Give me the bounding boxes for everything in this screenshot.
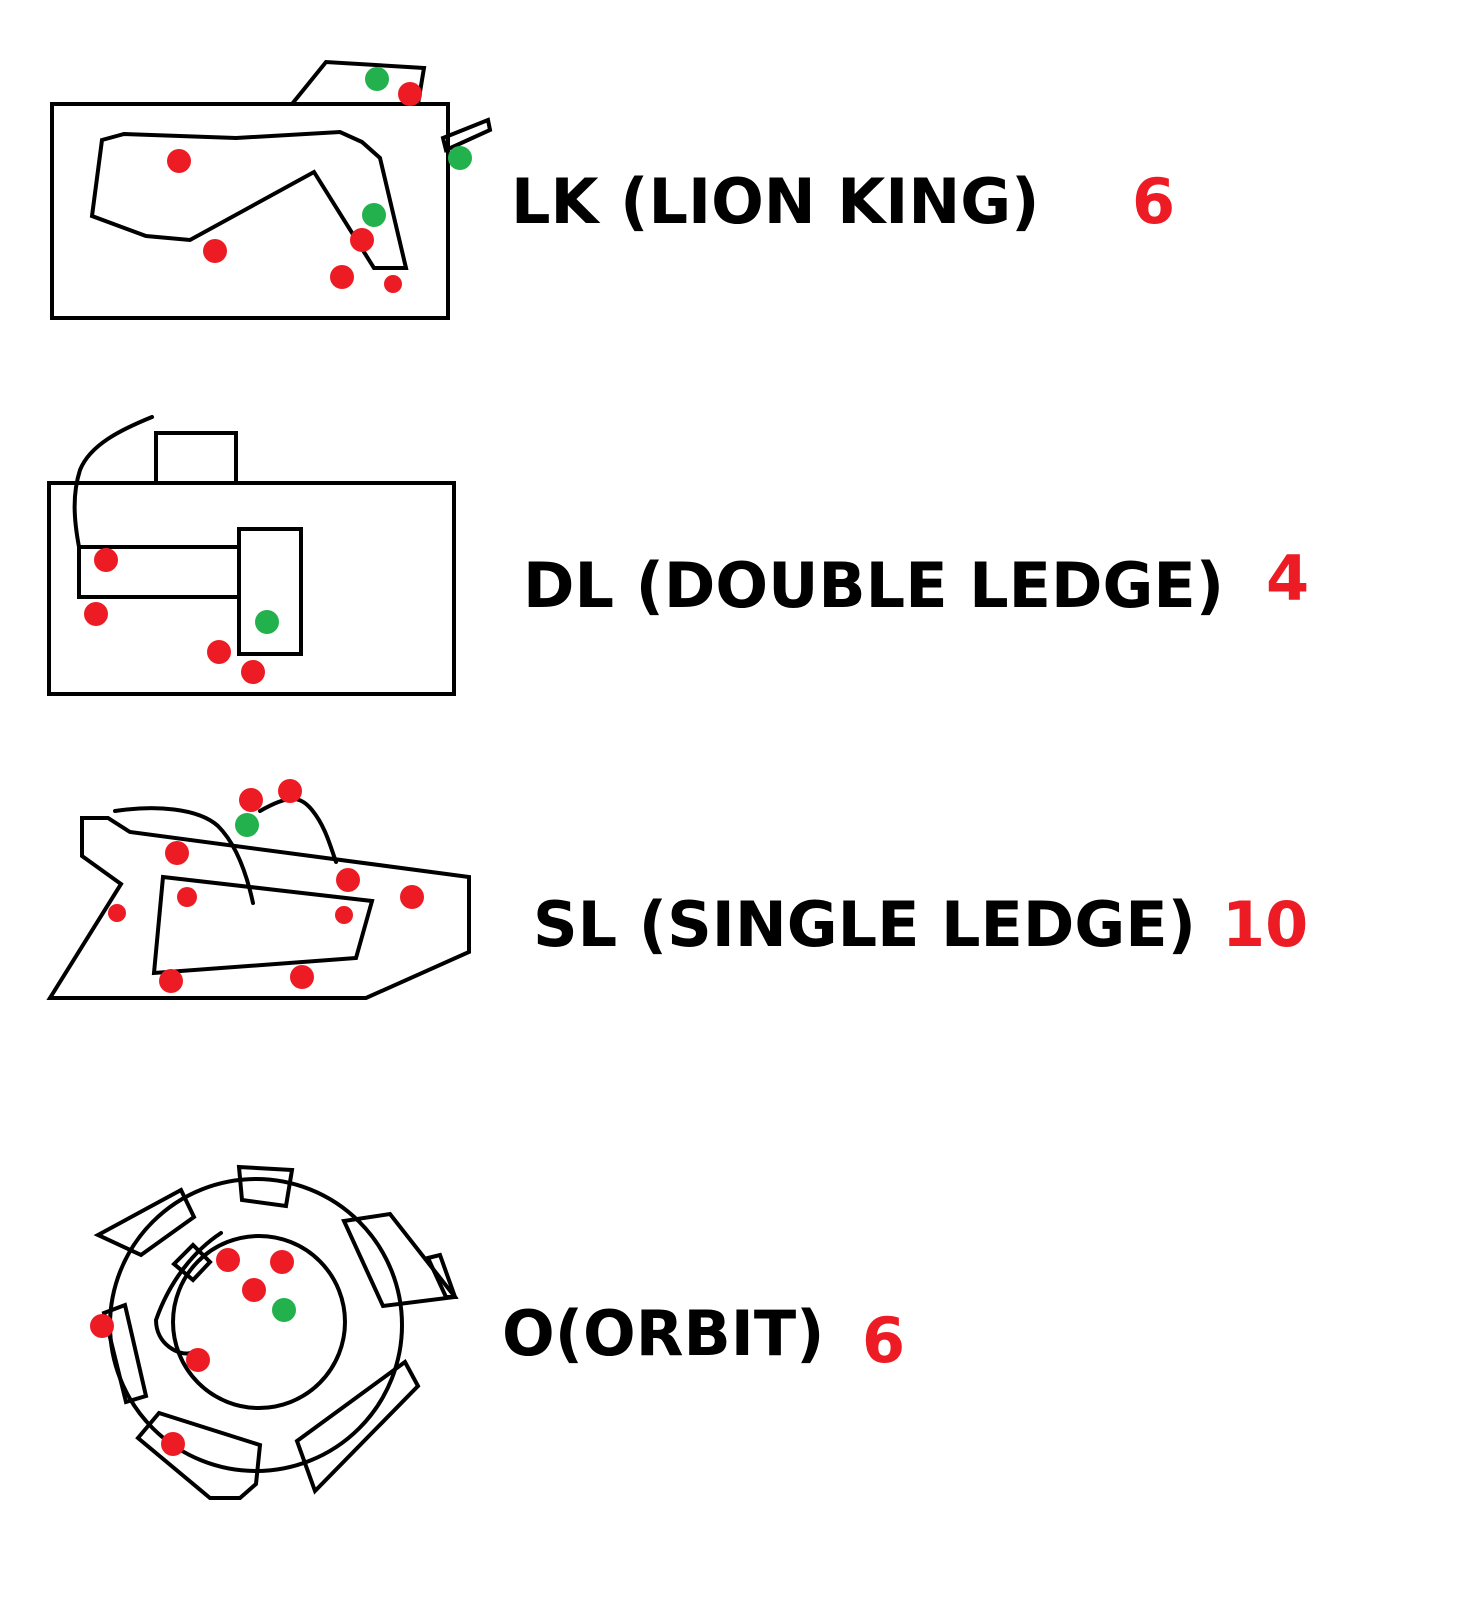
sl-arch-left — [113, 806, 255, 905]
map-code: O — [502, 1297, 555, 1370]
sl-single-ledge — [151, 874, 375, 976]
o-bottom-right-platform — [294, 1359, 421, 1495]
o-left-platform — [101, 1302, 149, 1405]
map-name: (LION KING) — [620, 165, 1040, 238]
sl-red-dot — [108, 904, 126, 922]
lk-red-dot — [350, 228, 374, 252]
lk-red-dot — [167, 149, 191, 173]
sl-red-dot — [400, 885, 424, 909]
o-top-left-platform — [93, 1187, 197, 1258]
lk-red-dot — [203, 239, 227, 263]
lk-red-dot — [384, 275, 402, 293]
dl-top-platform — [154, 431, 238, 485]
lk-center-structure — [89, 129, 409, 270]
lk-green-dot — [362, 203, 386, 227]
map-name: (ORBIT) — [554, 1297, 825, 1370]
sl-red-dot — [177, 887, 197, 907]
sl-arch-right — [258, 796, 338, 864]
dl-red-dot — [241, 660, 265, 684]
dl-climb-line — [72, 415, 154, 549]
map-code: LK — [511, 165, 599, 238]
map-code: DL — [523, 549, 614, 622]
map-sketch-sl — [46, 779, 471, 1000]
map-code: SL — [533, 888, 618, 961]
lk-green-dot — [365, 67, 389, 91]
o-top-platform — [236, 1164, 295, 1209]
map-label-o: O(ORBIT) — [502, 1303, 824, 1365]
o-outer-ring — [108, 1177, 404, 1473]
lk-side-platform — [440, 117, 493, 153]
o-red-dot — [216, 1248, 240, 1272]
sl-red-dot — [336, 868, 360, 892]
lk-red-dot — [330, 265, 354, 289]
map-count-lk: 6 — [1132, 165, 1176, 238]
dl-spawn-dots — [84, 548, 279, 684]
sl-red-dot — [159, 969, 183, 993]
o-inner-ring — [171, 1234, 347, 1410]
dl-red-dot — [207, 640, 231, 664]
map-sketch-lk — [50, 59, 493, 320]
sl-green-dot — [235, 813, 259, 837]
sl-red-dot — [278, 779, 302, 803]
o-inner-arc — [153, 1231, 223, 1356]
lk-spawn-dots — [167, 67, 472, 293]
dl-arena-outline — [47, 481, 456, 696]
map-name: (SINGLE LEDGE) — [638, 888, 1196, 961]
dl-red-dot — [84, 602, 108, 626]
o-spawn-dots — [90, 1248, 296, 1456]
o-red-dot — [242, 1278, 266, 1302]
map-count-dl: 4 — [1266, 542, 1310, 615]
sl-red-dot — [239, 788, 263, 812]
map-count-sl: 10 — [1222, 888, 1309, 961]
o-red-dot — [90, 1314, 114, 1338]
o-red-dot — [186, 1348, 210, 1372]
lk-top-platform — [287, 59, 427, 106]
map-label-dl: DL (DOUBLE LEDGE) — [523, 555, 1224, 617]
o-green-dot — [272, 1298, 296, 1322]
dl-red-dot — [94, 548, 118, 572]
o-small-platform — [171, 1242, 213, 1283]
lk-red-dot — [398, 82, 422, 106]
sl-red-dot — [290, 965, 314, 989]
sl-red-dot — [165, 841, 189, 865]
o-bottom-left-platform — [135, 1410, 263, 1500]
o-red-dot — [270, 1250, 294, 1274]
lk-green-dot — [448, 146, 472, 170]
sl-arena-outline — [46, 816, 471, 1000]
map-sketch-o — [90, 1164, 459, 1500]
dl-green-dot — [255, 610, 279, 634]
map-sketch-dl — [47, 415, 456, 696]
lk-arena-outline — [50, 102, 450, 320]
sl-red-dot — [335, 906, 353, 924]
dl-right-ledge — [237, 527, 303, 656]
map-label-sl: SL (SINGLE LEDGE) — [533, 894, 1196, 956]
map-label-lk: LK (LION KING) — [511, 171, 1039, 233]
map-name: (DOUBLE LEDGE) — [635, 549, 1225, 622]
map-count-o: 6 — [862, 1304, 906, 1377]
o-right-nub — [425, 1252, 458, 1299]
sl-spawn-dots — [108, 779, 424, 993]
o-red-dot — [161, 1432, 185, 1456]
